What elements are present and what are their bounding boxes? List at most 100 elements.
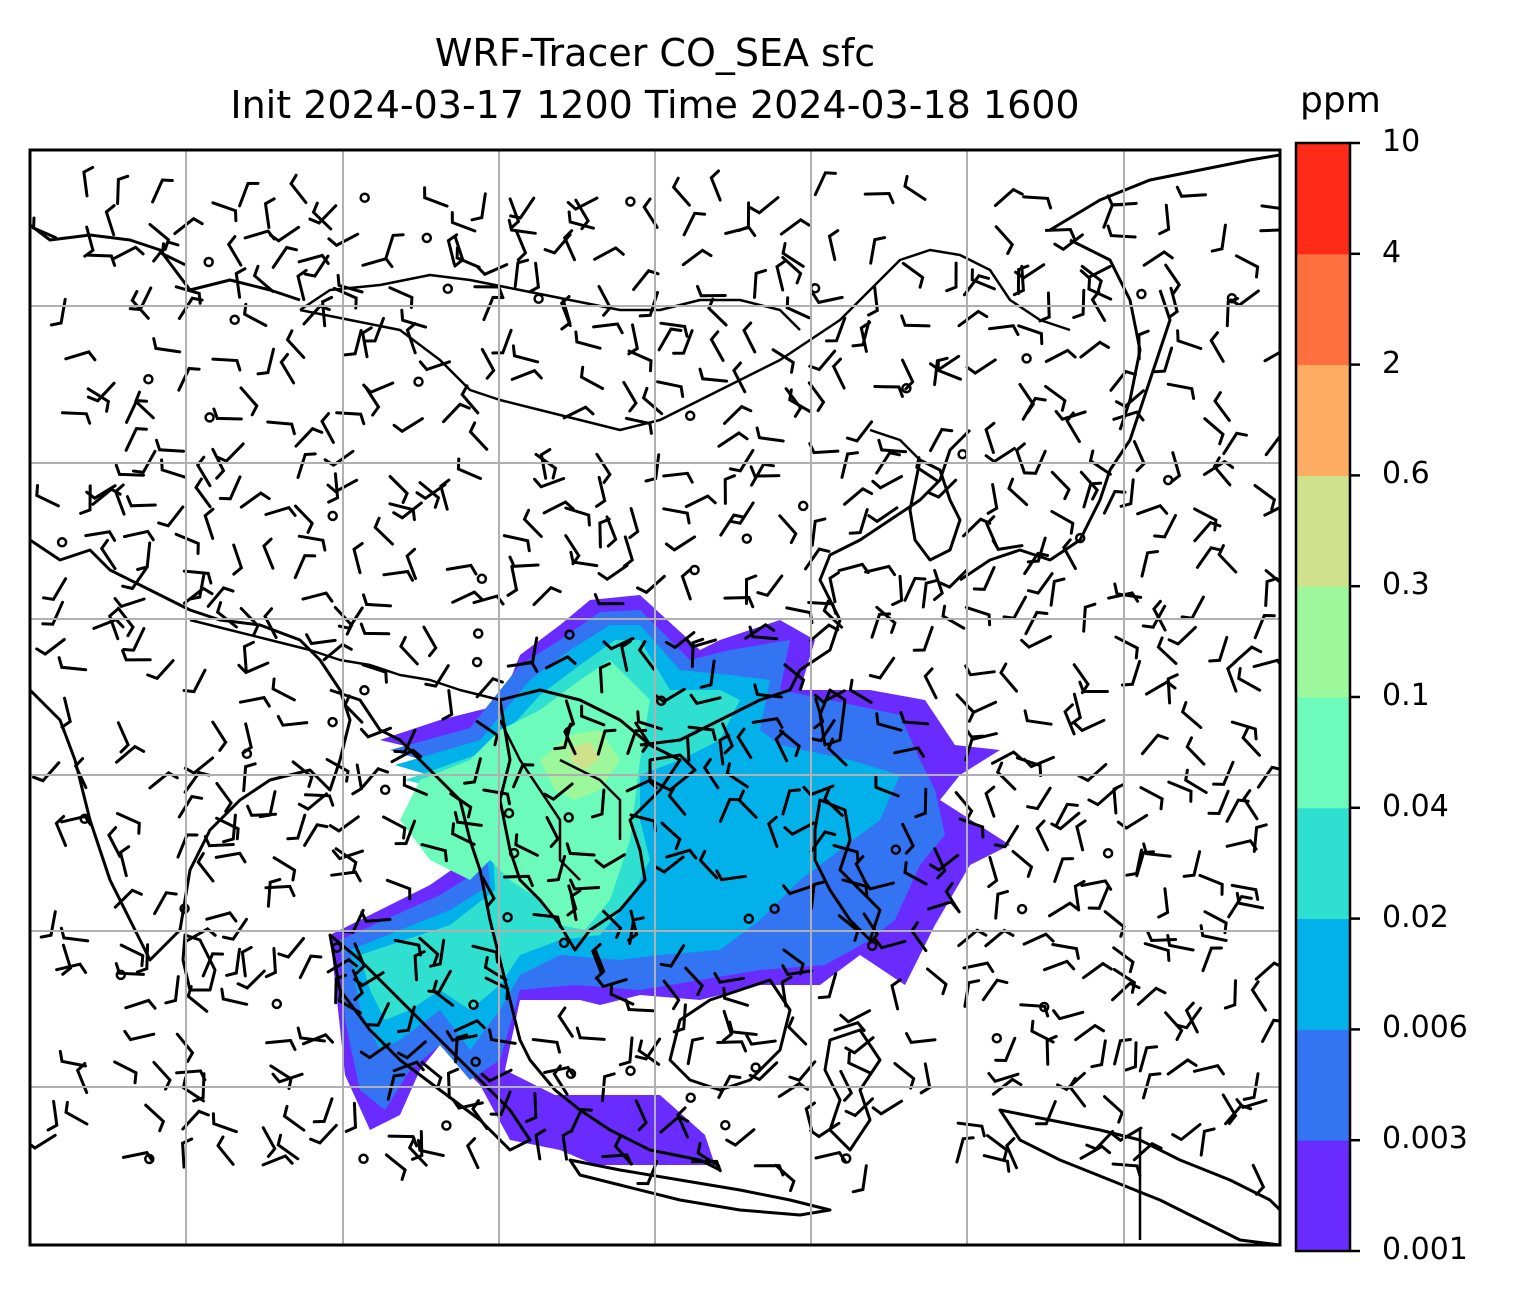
wind-barb [201, 952, 225, 978]
wind-barb [1024, 610, 1049, 636]
wind-barb [481, 875, 496, 908]
wind-barb [748, 625, 779, 641]
wind-barb [867, 506, 899, 524]
wind-barb [1050, 510, 1075, 535]
wind-barb [567, 210, 595, 230]
wind-barb [719, 513, 746, 537]
wind-barb [362, 381, 395, 395]
calm-wind-circle [558, 937, 570, 949]
wind-barb [234, 267, 247, 299]
colorbar-segment [1296, 1140, 1350, 1252]
wind-barb [1017, 324, 1044, 346]
wind-barb [174, 532, 200, 555]
calm-wind-circle [421, 232, 433, 244]
wind-barb [1077, 763, 1108, 783]
wind-barb [732, 361, 747, 394]
wind-barb [161, 242, 186, 266]
wind-barb [962, 961, 995, 973]
wind-barb [775, 259, 787, 292]
wind-barb [1175, 185, 1207, 198]
calm-wind-circle [625, 196, 636, 207]
wind-barb [361, 767, 390, 789]
wind-barb [30, 1133, 57, 1150]
wind-barb [446, 1067, 460, 1099]
wind-barb [595, 977, 628, 989]
wind-barb [553, 722, 572, 751]
wind-barb [596, 728, 617, 756]
wind-barb [123, 1029, 156, 1042]
wind-barb [659, 944, 686, 968]
wind-barb [113, 1060, 138, 1085]
wind-barb [634, 1099, 648, 1132]
wind-barb [1021, 396, 1047, 421]
wind-barb [1167, 780, 1193, 803]
wind-barb [450, 211, 477, 233]
wind-barb [539, 448, 552, 480]
wind-barb [422, 625, 438, 658]
wind-barb [182, 569, 213, 585]
wind-barb [392, 501, 423, 520]
wind-barb [1080, 264, 1103, 292]
wind-barb [392, 417, 424, 434]
calm-wind-circle [769, 903, 780, 915]
wind-barb [682, 211, 707, 237]
wind-barb [1199, 924, 1228, 942]
wind-barb [662, 979, 681, 1011]
colorbar-segment [1296, 475, 1350, 587]
calm-wind-circle [1102, 847, 1114, 859]
wind-barb [1208, 635, 1229, 663]
wind-barb [206, 586, 235, 608]
wind-barb [851, 319, 871, 348]
wind-barb [1090, 290, 1107, 322]
wind-barb [336, 273, 364, 294]
wind-barb [113, 483, 126, 516]
wind-barb [750, 462, 775, 487]
wind-barb [215, 782, 233, 813]
wind-barb [320, 412, 335, 444]
wind-barb [152, 337, 182, 354]
wind-barb [415, 483, 447, 501]
calm-wind-circle [503, 807, 515, 819]
wind-barb [480, 1068, 513, 1083]
wind-barb [690, 637, 705, 669]
wind-barb [185, 927, 217, 943]
wind-barb [753, 683, 783, 699]
coast-south-china [639, 428, 972, 747]
wind-barb [1253, 613, 1276, 640]
wind-barb [890, 978, 902, 1011]
wind-barb [32, 761, 61, 783]
calm-wind-circle [203, 256, 214, 268]
wind-barb [211, 357, 242, 372]
calm-wind-circle [144, 1153, 155, 1165]
calm-wind-circle [468, 999, 479, 1011]
wind-barb [194, 477, 212, 509]
wind-barb [602, 909, 623, 939]
wind-barb [644, 453, 661, 483]
wind-barb [613, 1135, 633, 1166]
wind-barb [725, 762, 749, 789]
wind-barb [327, 232, 360, 248]
wind-barb [104, 204, 116, 237]
calm-wind-circle [204, 412, 215, 423]
wind-barb [1203, 910, 1228, 935]
wind-barb [396, 1040, 427, 1060]
wind-barb [312, 1097, 334, 1124]
calm-wind-circle [720, 1119, 731, 1131]
calm-wind-circle [1226, 292, 1238, 304]
wind-barb [308, 204, 338, 225]
wind-barb [476, 263, 509, 277]
wind-barb [848, 508, 869, 535]
wind-barb [1053, 857, 1075, 883]
wind-barb [1212, 760, 1235, 786]
wind-barb [569, 550, 599, 568]
wind-barb [601, 1072, 616, 1103]
wind-barb [593, 593, 625, 606]
wind-barb [107, 826, 122, 858]
map-title-line1: WRF-Tracer CO_SEA sfc [434, 31, 876, 75]
wind-barb [534, 1128, 547, 1161]
calm-wind-circle [866, 940, 878, 952]
wind-barb [1202, 459, 1235, 476]
wind-barb [936, 358, 962, 381]
wind-barb [297, 792, 328, 811]
wind-barb [360, 910, 392, 923]
